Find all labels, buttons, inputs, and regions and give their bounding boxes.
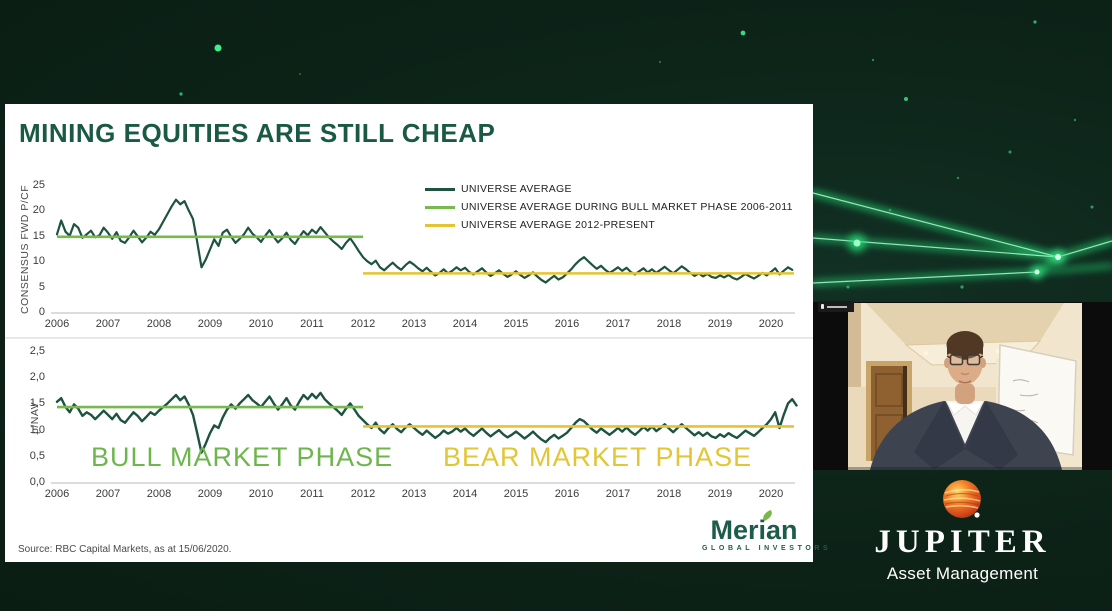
x-tick-label: 2016	[554, 318, 580, 330]
legend-row: UNIVERSE AVERAGE 2012-PRESENT	[425, 216, 793, 234]
x-tick-label: 2014	[452, 488, 478, 500]
presenter-scene	[848, 303, 1082, 470]
x-tick-label: 2011	[300, 318, 324, 330]
x-tick-label: 2010	[248, 488, 274, 500]
y-tick-label: 0	[38, 306, 45, 318]
x-tick-label: 2008	[146, 488, 172, 500]
x-tick-label: 2013	[401, 318, 427, 330]
particle-dot	[1033, 20, 1037, 24]
y-tick-label: 20	[32, 204, 45, 217]
x-tick-label: 2020	[758, 488, 784, 500]
particle-dot	[1073, 118, 1077, 122]
particle-dot	[846, 285, 850, 289]
x-tick-label: 2015	[503, 488, 529, 500]
legend-swatch	[425, 187, 455, 191]
slide-title: MINING EQUITIES ARE STILL CHEAP	[19, 118, 496, 148]
x-tick-label: 2010	[248, 318, 274, 330]
jupiter-wordmark: JUPITER	[874, 524, 1051, 560]
y-axis-title-pnav: p/NAV	[29, 401, 41, 434]
particle-dot	[214, 44, 222, 52]
x-tick-label: 2017	[605, 488, 631, 500]
participant-name-label	[818, 301, 854, 312]
legend-swatch	[425, 205, 455, 209]
particle-dot	[888, 208, 892, 212]
merian-logo: Merian GLOBAL INVESTORS	[702, 509, 832, 552]
particle-dot	[299, 73, 301, 75]
x-tick-label: 2009	[197, 318, 223, 330]
x-tick-label: 2016	[554, 488, 580, 500]
y-tick-label: 10	[32, 255, 45, 268]
x-tick-label: 2012	[350, 318, 376, 330]
bear-market-phase-label: BEAR MARKET PHASE	[443, 442, 753, 472]
x-tick-label: 2009	[197, 488, 223, 500]
x-tick-label: 2006	[44, 318, 70, 330]
y-tick-label: 2,5	[29, 345, 45, 357]
x-tick-label: 2011	[300, 488, 324, 500]
y-tick-label: 5	[38, 280, 45, 293]
particle-dot	[740, 30, 746, 36]
presenter-webcam-video[interactable]	[848, 303, 1082, 470]
y-tick-label: 2,0	[29, 371, 45, 384]
x-tick-label: 2007	[95, 488, 121, 500]
chart-legend: UNIVERSE AVERAGE UNIVERSE AVERAGE DURING …	[425, 180, 793, 234]
legend-label: UNIVERSE AVERAGE 2012-PRESENT	[461, 219, 656, 231]
particle-dot	[960, 285, 964, 289]
y-axis-title-pcf: CONSENSUS FWD P/CF	[19, 184, 31, 314]
legend-swatch	[425, 223, 455, 227]
x-tick-label: 2013	[401, 488, 427, 500]
x-tick-label: 2006	[44, 488, 70, 500]
legend-row: UNIVERSE AVERAGE DURING BULL MARKET PHAS…	[425, 198, 793, 216]
jupiter-planet-icon	[941, 478, 985, 522]
merian-tagline: GLOBAL INVESTORS	[702, 545, 832, 552]
particle-dot	[179, 92, 183, 96]
x-tick-label: 2015	[503, 318, 529, 330]
x-tick-label: 2019	[707, 318, 733, 330]
legend-row: UNIVERSE AVERAGE	[425, 180, 793, 198]
particle-dot	[1090, 205, 1094, 209]
legend-label: UNIVERSE AVERAGE	[461, 183, 572, 195]
video-strip	[813, 301, 1112, 470]
source-note: Source: RBC Capital Markets, as at 15/06…	[18, 544, 232, 555]
particle-dot	[1008, 150, 1012, 154]
jupiter-tagline: Asset Management	[886, 564, 1039, 583]
particle-dot	[658, 60, 662, 64]
particle-dot	[956, 176, 960, 180]
bull-market-phase-label: BULL MARKET PHASE	[91, 442, 394, 472]
y-tick-label: 0,0	[29, 476, 45, 488]
y-tick-label: 15	[32, 229, 45, 242]
x-tick-label: 2019	[707, 488, 733, 500]
x-tick-label: 2018	[656, 318, 682, 330]
jupiter-logo: JUPITER Asset Management	[813, 478, 1112, 584]
mic-icon	[821, 304, 824, 309]
x-tick-label: 2017	[605, 318, 631, 330]
x-tick-label: 2012	[350, 488, 376, 500]
y-tick-label: 0,5	[29, 449, 45, 462]
legend-label: UNIVERSE AVERAGE DURING BULL MARKET PHAS…	[461, 201, 793, 213]
x-tick-label: 2008	[146, 318, 172, 330]
y-tick-label: 1,5	[29, 397, 45, 410]
y-tick-label: 1,0	[29, 423, 45, 436]
presentation-slide: MINING EQUITIES ARE STILL CHEAP UNIVERSE…	[5, 104, 832, 562]
x-tick-label: 2007	[95, 318, 121, 330]
merian-wordmark: Merian	[710, 515, 798, 545]
y-tick-label: 25	[32, 179, 45, 191]
x-tick-label: 2020	[758, 318, 784, 330]
particle-dot	[904, 97, 908, 101]
particle-dot	[871, 58, 875, 62]
x-tick-label: 2018	[656, 488, 682, 500]
x-tick-label: 2014	[452, 318, 478, 330]
